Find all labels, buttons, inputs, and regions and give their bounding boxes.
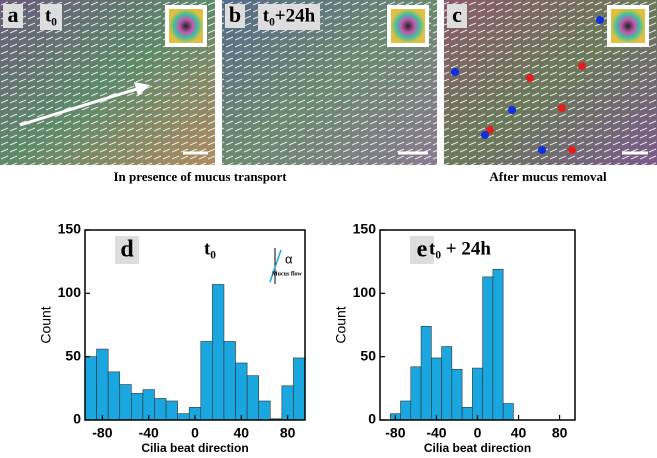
- bar: [410, 366, 422, 421]
- bar: [200, 341, 213, 421]
- bar: [84, 356, 97, 421]
- beat-axis: [269, 249, 282, 283]
- bar: [492, 268, 504, 421]
- bar: [246, 375, 259, 421]
- y-tick-label: 150: [353, 221, 377, 237]
- panel-time: t₀: [45, 5, 57, 26]
- bar: [119, 384, 132, 421]
- bar: [502, 403, 514, 421]
- bar: [431, 357, 442, 421]
- panel-label: a: [8, 2, 19, 27]
- bar: [400, 400, 412, 421]
- panel-label-bg: [410, 236, 434, 264]
- chart-title: t₀: [204, 238, 216, 259]
- bar: [281, 385, 294, 421]
- bar: [293, 357, 306, 421]
- caption: After mucus removal: [489, 169, 607, 184]
- panel-label: b: [229, 2, 241, 27]
- panel-labels: a t₀ b t₀+24h c: [3, 2, 467, 30]
- y-tick-label: 0: [73, 411, 81, 427]
- x-axis-label: Cilia beat direction: [141, 441, 248, 453]
- image-a: [0, 0, 215, 165]
- bar: [177, 413, 190, 421]
- bar: [441, 346, 453, 421]
- y-axis-label: Count: [38, 306, 54, 343]
- bar: [154, 398, 167, 421]
- bar: [165, 400, 178, 421]
- chart-title: t₀ + 24h: [429, 238, 491, 259]
- bar: [461, 407, 473, 421]
- x-tick-label: -40: [426, 425, 446, 441]
- y-axis-label: Count: [333, 306, 349, 343]
- panel-label: d: [120, 237, 134, 263]
- bar: [107, 371, 121, 421]
- bar: [212, 284, 225, 421]
- x-tick-label: -40: [139, 425, 159, 441]
- bar: [472, 367, 483, 421]
- bar: [223, 341, 236, 421]
- x-tick-label: 80: [552, 425, 568, 441]
- bar: [258, 400, 271, 421]
- y-tick-label: 100: [353, 284, 377, 300]
- annotation: α: [285, 251, 293, 266]
- panel-label-bg: [115, 236, 139, 264]
- image-b: [222, 0, 437, 165]
- x-tick-label: 40: [511, 425, 527, 441]
- y-tick-label: 100: [58, 284, 82, 300]
- panel-label: c: [452, 2, 462, 27]
- y-tick-label: 50: [65, 347, 81, 363]
- x-tick-label: 0: [474, 425, 482, 441]
- annotation: Mucus flow: [272, 271, 303, 277]
- bar: [235, 362, 248, 421]
- bar: [131, 393, 144, 421]
- x-tick-label: 40: [234, 425, 250, 441]
- bar: [96, 348, 109, 421]
- y-tick-label: 50: [360, 347, 376, 363]
- x-tick-label: -80: [92, 425, 112, 441]
- bar: [451, 369, 463, 421]
- x-axis-label: Cilia beat direction: [424, 441, 531, 453]
- x-tick-label: 80: [280, 425, 296, 441]
- image-c: [444, 0, 657, 165]
- caption: In presence of mucus transport: [113, 169, 287, 184]
- panel-label: e: [417, 237, 428, 263]
- bar: [420, 325, 432, 421]
- y-tick-label: 150: [58, 221, 82, 237]
- x-tick-label: 0: [191, 425, 199, 441]
- x-tick-label: -80: [385, 425, 405, 441]
- bar: [482, 276, 494, 421]
- y-tick-label: 0: [368, 411, 376, 427]
- panel-time: t₀+24h: [263, 5, 316, 26]
